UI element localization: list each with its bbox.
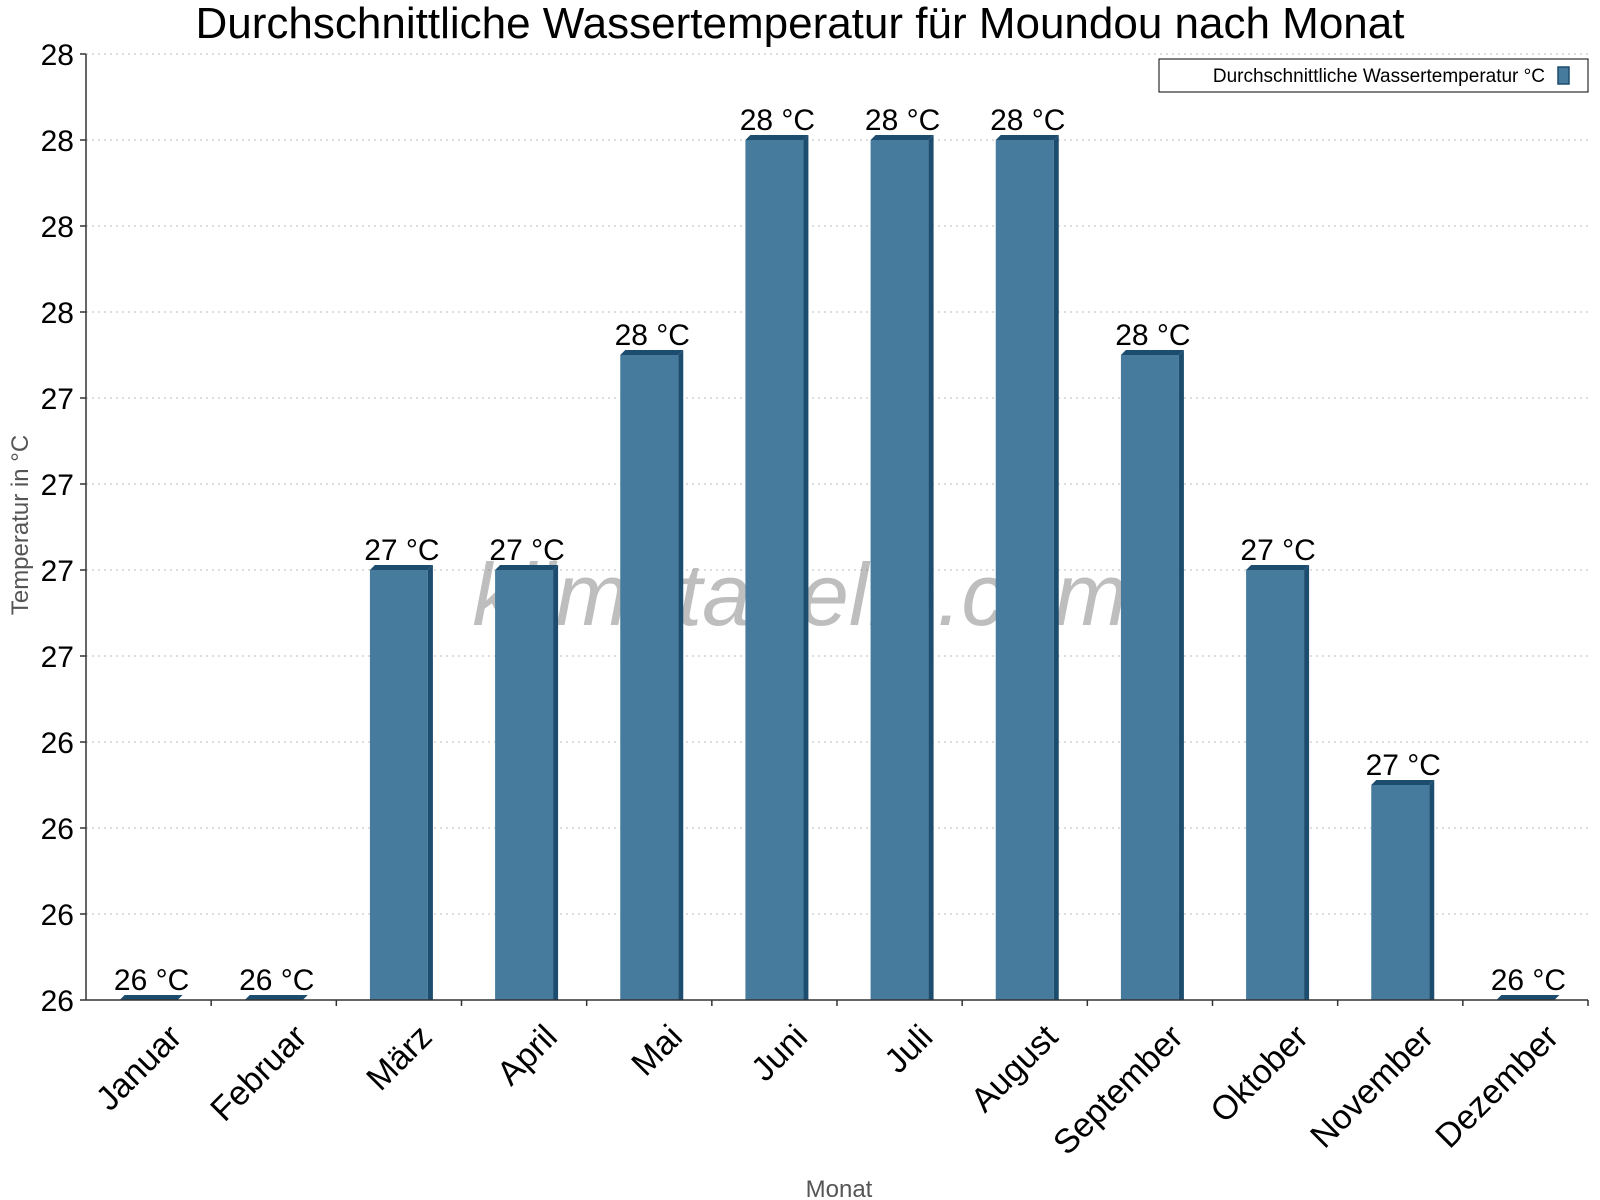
x-tick-label: Februar [203,1018,314,1129]
y-tick-label: 28 [41,39,74,72]
value-label: 28 °C [990,104,1065,137]
x-tick-label: September [1046,1018,1190,1162]
value-label: 27 °C [1240,534,1315,567]
y-tick-label: 28 [41,297,74,330]
y-tick-label: 26 [41,727,74,760]
chart-title: Durchschnittliche Wassertemperatur für M… [196,0,1405,48]
legend-label: Durchschnittliche Wassertemperatur °C [1213,66,1545,87]
bar-mai [620,350,684,1000]
y-tick-label: 27 [41,641,74,674]
value-label: 28 °C [615,319,690,352]
bar-front [1246,570,1305,1000]
bar-top [870,135,934,140]
legend-box [1158,58,1589,93]
x-axis-title: Monat [806,1176,873,1200]
y-tick-label: 27 [41,383,74,416]
bar-märz [369,565,433,1000]
bar-side [803,135,809,1000]
bar-top [1246,565,1310,570]
bar-februar [244,995,308,1000]
bar-front [369,570,428,1000]
value-label: 28 °C [740,104,815,137]
bar-juli [870,135,934,1000]
bar-januar [119,995,183,1000]
bar-top [1371,780,1435,785]
value-label: 28 °C [865,104,940,137]
legend: Durchschnittliche Wassertemperatur °C [1158,58,1589,93]
bar-front [495,570,554,1000]
bar-dezember [1496,995,1560,1000]
bar-side [928,135,934,1000]
bar-top [745,135,809,140]
y-tick-label: 27 [41,469,74,502]
value-label: 27 °C [364,534,439,567]
value-label: 27 °C [489,534,564,567]
x-tick-label: Juni [744,1018,815,1089]
bar-side [1429,780,1435,1000]
bar-top [369,565,433,570]
bar-top [1120,350,1184,355]
bar-side [1178,350,1184,1000]
bar-side [553,565,559,1000]
x-tick-label: Oktober [1203,1018,1315,1130]
bar-top [995,135,1059,140]
y-axis-ticks: 26 26 26 26 27 27 27 27 28 28 28 28 [41,39,86,1018]
value-label: 26 °C [1491,964,1566,997]
bar-april [495,565,559,1000]
bar-side [1053,135,1059,1000]
value-label: 27 °C [1366,749,1441,782]
bar-top [119,995,183,1000]
x-tick-label: Juli [877,1018,940,1081]
x-tick-label: April [490,1018,565,1093]
bar-front [745,140,804,1000]
bar-august [995,135,1059,1000]
bar-front [995,140,1054,1000]
bar-september [1120,350,1184,1000]
value-label: 28 °C [1115,319,1190,352]
x-tick-label: Januar [89,1018,189,1118]
y-tick-label: 26 [41,813,74,846]
bar-oktober [1246,565,1310,1000]
value-label: 26 °C [114,964,189,997]
bar-november [1371,780,1435,1000]
bar-side [1304,565,1310,1000]
value-labels: 26 °C 26 °C 27 °C 27 °C 28 °C 28 °C 28 °C 28 °C… [114,104,1566,997]
x-tick-label: Dezember [1428,1018,1566,1156]
y-axis-title: Temperatur in °C [7,435,34,615]
y-tick-label: 28 [41,211,74,244]
x-tick-label: Mai [624,1018,690,1084]
x-axis-ticks: Januar Februar März April Mai Juni Juli AugustS… [89,1000,1589,1162]
bar-top [244,995,308,1000]
bar-front [1120,355,1179,1000]
y-tick-label: 27 [41,555,74,588]
x-tick-label: August [964,1017,1066,1119]
bar-side [427,565,433,1000]
y-tick-label: 26 [41,899,74,932]
bar-front [1371,785,1430,1000]
x-tick-label: November [1303,1018,1441,1156]
bar-top [620,350,684,355]
x-tick-label: März [359,1018,439,1098]
bar-side [678,350,684,1000]
y-tick-label: 26 [41,985,74,1018]
grid-lines [86,53,1588,915]
bar-top [1496,995,1560,1000]
bar-top [495,565,559,570]
bars [119,135,1560,1000]
bar-front [620,355,679,1000]
y-tick-label: 28 [41,125,74,158]
bar-front [870,140,929,1000]
legend-swatch [1557,66,1570,85]
value-label: 26 °C [239,964,314,997]
bar-juni [745,135,809,1000]
